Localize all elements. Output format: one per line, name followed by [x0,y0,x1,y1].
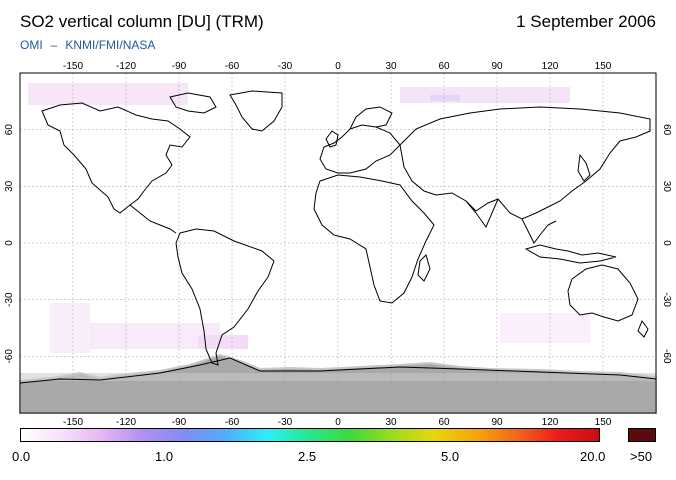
coast-indonesia [524,244,617,264]
colorbar-label-5: >50 [630,449,653,464]
longitude-label: 0 [335,417,341,428]
longitude-label: 90 [491,61,503,72]
so2-noise-layer [28,83,590,353]
longitude-label: -90 [172,417,187,428]
colorbar-overflow-swatch [628,428,656,442]
coast-central-america [129,204,177,234]
colorbar-label-1: 1.0 [155,449,174,464]
latitude-label: 0 [4,240,15,246]
credit-institutions: KNMI/FMI/NASA [65,38,156,52]
coast-japan [577,153,591,182]
longitude-labels-bottom: -150 -120 -90 -60 -30 0 30 60 90 120 150 [63,417,612,428]
longitude-label: 150 [595,61,612,72]
coast-greenland [229,90,283,132]
coast-uk [325,130,339,148]
longitude-label: 60 [438,417,450,428]
longitude-label: 120 [542,417,559,428]
longitude-label: 30 [385,61,397,72]
longitude-label: -30 [278,417,293,428]
latitude-label: -30 [661,292,672,307]
longitude-label: -60 [225,61,240,72]
map-date: 1 September 2006 [516,12,656,31]
so2-world-map: -150 -120 -90 -60 -30 0 30 60 90 120 150 -150 -120-… [4,61,672,428]
coast-north-america [41,102,191,214]
coast-australia [567,264,639,322]
coast-new-zealand [637,319,649,338]
coast-india [465,198,499,229]
longitude-label: -30 [278,61,293,72]
coast-africa [313,174,435,304]
longitude-label: -150 [63,61,83,72]
longitude-label: -120 [116,417,136,428]
latitude-label: 30 [4,180,15,192]
latitude-label: 60 [4,124,15,136]
latitude-labels-right: 60 30 0 -30 -60 [661,124,672,364]
coast-southeast-asia [521,218,557,244]
latitude-label: 0 [661,240,672,246]
latitude-label: 30 [661,181,672,193]
coast-scandinavia [349,106,393,130]
longitude-label: -60 [225,417,240,428]
longitude-label: -90 [172,61,187,72]
colorbar-label-3: 5.0 [441,449,460,464]
map-title: SO2 vertical column [DU] (TRM) [20,12,264,31]
latitude-labels-left: 60 30 0 -30 -60 [4,124,15,364]
longitude-label: -120 [116,61,136,72]
map-frame [19,72,657,414]
longitude-label: 120 [542,61,559,72]
coastlines [19,90,657,384]
graticule [20,73,656,413]
coast-asia [399,106,651,220]
credit-separator: – [50,38,58,52]
longitude-label: 60 [438,61,450,72]
longitude-label: -150 [63,417,83,428]
colorbar-label-2: 2.5 [298,449,317,464]
latitude-label: 60 [661,124,672,136]
colorbar-label-4: 20.0 [580,449,606,464]
data-credit: OMI – KNMI/FMI/NASA [20,38,155,52]
colorbar-label-0: 0.0 [12,449,31,464]
latitude-label: -30 [4,292,15,307]
coast-madagascar [417,254,431,282]
longitude-labels-top: -150 -120 -90 -60 -30 0 30 60 90 120 150 [63,61,612,72]
latitude-label: -60 [661,349,672,364]
coast-antarctica [19,357,657,384]
coast-arctic-islands [169,92,217,114]
longitude-label: 150 [595,417,612,428]
colorbar [20,428,600,442]
longitude-label: 30 [385,417,397,428]
credit-instrument: OMI [20,38,43,52]
longitude-label: 90 [491,417,503,428]
latitude-label: -60 [4,349,15,364]
longitude-label: 0 [335,61,341,72]
coast-south-america [175,228,275,366]
